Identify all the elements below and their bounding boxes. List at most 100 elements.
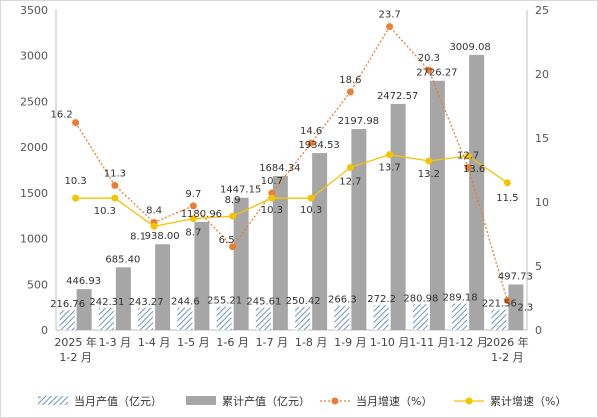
x-tick-label: 1-2 月 xyxy=(59,351,91,364)
cumulative-growth-label: 12.7 xyxy=(339,176,361,187)
bar-monthly-output xyxy=(295,307,311,330)
bar-cumulative-output xyxy=(272,176,288,330)
y-right-tick-label: 10 xyxy=(535,196,549,209)
y-left-tick-label: 3500 xyxy=(20,4,48,17)
y-right-tick-label: 5 xyxy=(535,260,542,273)
monthly-output-label: 255.21 xyxy=(207,296,242,307)
cumulative-growth-point xyxy=(346,163,354,171)
cumulative-growth-label: 8.7 xyxy=(185,228,201,239)
x-tick-label: 2025 年 xyxy=(54,335,97,349)
y-left-tick-label: 0 xyxy=(41,324,48,337)
cumulative-growth-point xyxy=(111,194,119,202)
monthly-growth-point xyxy=(503,297,511,305)
y-right-tick-label: 15 xyxy=(535,132,549,145)
legend-label: 累计增速（%） xyxy=(490,394,566,408)
monthly-growth-point xyxy=(386,23,394,31)
y-left-tick-label: 500 xyxy=(27,278,48,291)
monthly-growth-point xyxy=(111,181,119,189)
legend-item: 累计增速（%） xyxy=(454,394,566,408)
bar-cumulative-output xyxy=(155,244,171,330)
cumulative-output-label: 3009.08 xyxy=(449,42,490,53)
bar-monthly-output xyxy=(138,307,154,330)
bar-cumulative-output xyxy=(194,222,210,330)
monthly-growth-point xyxy=(72,119,80,127)
cumulative-output-label: 2197.98 xyxy=(338,116,379,127)
bar-monthly-output xyxy=(373,305,389,330)
monthly-growth-label: 10.7 xyxy=(261,176,283,187)
y-left-tick-label: 2500 xyxy=(20,95,48,108)
monthly-growth-line xyxy=(75,25,509,301)
monthly-growth-label: 9.7 xyxy=(185,189,201,200)
cumulative-output-label: 1447.15 xyxy=(220,185,261,196)
bar-cumulative-output xyxy=(115,267,131,330)
monthly-output-label: 272.2 xyxy=(367,294,396,305)
y-left-tick-label: 1000 xyxy=(20,233,48,246)
legend-swatch xyxy=(186,396,216,405)
cumulative-output-label: 1934.53 xyxy=(298,140,339,151)
cumulative-growth-label: 10.3 xyxy=(94,206,116,217)
y-left-tick-label: 3000 xyxy=(20,50,48,63)
legend-item: 当月增速（%） xyxy=(320,394,432,408)
legend-swatch xyxy=(38,396,68,405)
bar-cumulative-output xyxy=(469,54,485,330)
x-tick-label: 1-5 月 xyxy=(177,336,209,349)
cumulative-output-label: 497.73 xyxy=(498,271,533,282)
cumulative-growth-label: 11.5 xyxy=(496,193,518,204)
cumulative-output-label: 1684.34 xyxy=(259,163,300,174)
x-tick-label: 1-6 月 xyxy=(216,336,248,349)
legend-marker xyxy=(331,397,339,405)
legend: 当月产值（亿元） 累计产值（亿元） 当月增速（%） 累计增速（%） xyxy=(38,394,566,408)
monthly-output-label: 250.42 xyxy=(286,296,321,307)
monthly-growth-point xyxy=(307,139,315,147)
monthly-growth-label: 12.7 xyxy=(457,150,479,161)
cumulative-growth-point xyxy=(307,194,315,202)
monthly-growth-label: 14.6 xyxy=(300,126,322,137)
bar-monthly-output xyxy=(452,303,468,330)
cumulative-output-label: 685.40 xyxy=(105,254,140,265)
cumulative-output-label: 446.93 xyxy=(66,276,101,287)
monthly-growth-point xyxy=(268,189,276,197)
y-right-tick-label: 0 xyxy=(535,324,542,337)
cumulative-growth-point xyxy=(229,212,237,220)
monthly-output-label: 266.3 xyxy=(328,295,357,306)
monthly-growth-point xyxy=(425,66,433,74)
y-right-tick-label: 20 xyxy=(535,68,549,81)
cumulative-growth-point xyxy=(464,152,472,160)
monthly-growth-label: 6.5 xyxy=(219,235,235,246)
legend-label: 当月产值（亿元） xyxy=(74,394,162,408)
monthly-growth-label: 2.3 xyxy=(517,303,533,314)
cumulative-growth-label: 13.2 xyxy=(418,169,440,180)
monthly-growth-label: 16.2 xyxy=(50,110,72,121)
legend-label: 累计产值（亿元） xyxy=(222,394,310,408)
cumulative-growth-label: 10.3 xyxy=(261,205,283,216)
cumulative-growth-point xyxy=(386,151,394,159)
x-tick-label: 1-10 月 xyxy=(370,336,409,349)
monthly-output-label: 289.18 xyxy=(443,293,478,304)
x-tick-label: 1-3 月 xyxy=(99,336,131,349)
bar-cumulative-output xyxy=(233,197,249,330)
cumulative-growth-label: 13.6 xyxy=(463,164,485,175)
monthly-growth-label: 20.3 xyxy=(418,53,440,64)
monthly-output-label: 244.6 xyxy=(171,297,200,308)
monthly-growth-label: 18.6 xyxy=(339,75,361,86)
bar-monthly-output xyxy=(334,305,350,330)
monthly-output-label: 221.56 xyxy=(482,299,517,310)
bar-cumulative-output xyxy=(508,284,524,330)
monthly-growth-point xyxy=(346,88,354,96)
bar-cumulative-output xyxy=(312,153,328,330)
monthly-output-label: 242.31 xyxy=(89,297,124,308)
cumulative-growth-point xyxy=(150,222,158,230)
bar-monthly-output xyxy=(255,307,271,330)
x-tick-label: 1-2 月 xyxy=(491,351,523,364)
bar-cumulative-output xyxy=(390,103,406,330)
monthly-growth-label: 11.3 xyxy=(104,168,126,179)
monthly-output-label: 245.61 xyxy=(246,297,281,308)
cumulative-growth-label: 13.7 xyxy=(378,163,400,174)
cumulative-output-label: 938.00 xyxy=(145,231,180,242)
cumulative-output-label: 2472.57 xyxy=(377,91,418,102)
x-tick-label: 1-4 月 xyxy=(138,336,170,349)
cumulative-growth-point xyxy=(503,179,511,187)
x-tick-label: 1-7 月 xyxy=(256,336,288,349)
cumulative-growth-label: 10.3 xyxy=(64,176,86,187)
